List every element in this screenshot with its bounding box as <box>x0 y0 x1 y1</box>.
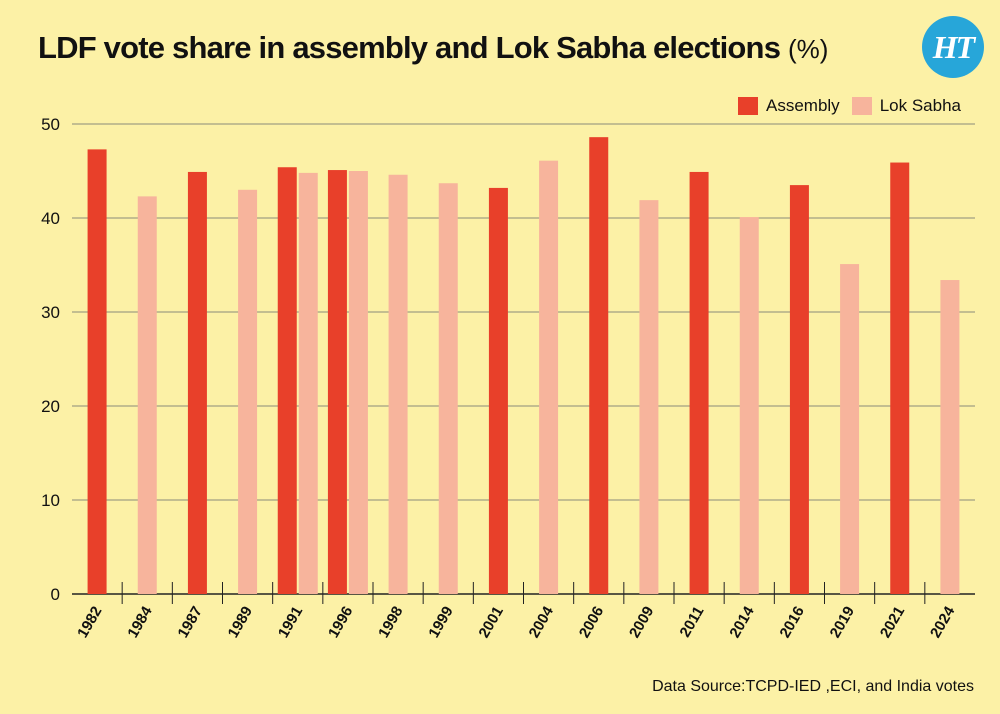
bar-assembly-1996 <box>327 170 347 594</box>
chart-title-text: LDF vote share in assembly and Lok Sabha… <box>38 30 781 65</box>
bar-lok-sabha-2024 <box>940 280 960 594</box>
y-tick-label-40: 40 <box>41 209 60 228</box>
bar-lok-sabha-1996 <box>348 171 368 594</box>
x-tick-label-1999: 1999 <box>425 604 456 641</box>
x-tick-label-2016: 2016 <box>776 604 807 641</box>
x-tick-label-2006: 2006 <box>576 604 607 641</box>
legend-label-assembly: Assembly <box>766 96 840 115</box>
legend-item-assembly: Assembly <box>738 96 840 116</box>
bar-lok-sabha-1999 <box>438 183 458 594</box>
bar-lok-sabha-1984 <box>137 196 157 594</box>
x-tick-label-1987: 1987 <box>174 604 205 641</box>
chart-title: LDF vote share in assembly and Lok Sabha… <box>38 30 828 66</box>
bar-lok-sabha-1998 <box>388 174 408 594</box>
legend-label-lok-sabha: Lok Sabha <box>879 96 961 115</box>
bar-assembly-1982 <box>87 149 107 594</box>
y-tick-label-0: 0 <box>51 585 60 604</box>
x-tick-label-2024: 2024 <box>927 603 959 641</box>
bar-lok-sabha-2014 <box>739 217 759 594</box>
x-tick-label-2019: 2019 <box>827 604 858 641</box>
y-tick-label-50: 50 <box>41 115 60 134</box>
bar-lok-sabha-1991 <box>298 172 318 594</box>
bar-assembly-2016 <box>789 185 809 594</box>
bar-lok-sabha-1989 <box>238 189 258 595</box>
y-tick-label-20: 20 <box>41 397 60 416</box>
y-tick-label-30: 30 <box>41 303 60 322</box>
bar-lok-sabha-2004 <box>539 160 559 594</box>
x-tick-label-2011: 2011 <box>677 604 708 641</box>
chart-title-unit: (%) <box>787 34 829 64</box>
x-tick-label-2009: 2009 <box>626 604 657 641</box>
legend-swatch-lok-sabha <box>851 97 872 115</box>
x-tick-label-1998: 1998 <box>375 604 406 641</box>
bar-lok-sabha-2009 <box>639 200 659 594</box>
chart-legend: Assembly Lok Sabha <box>738 96 973 116</box>
x-tick-label-2021: 2021 <box>877 604 908 641</box>
y-tick-label-10: 10 <box>41 491 60 510</box>
bar-assembly-2021 <box>890 162 910 595</box>
legend-swatch-assembly <box>738 97 758 115</box>
x-tick-label-2001: 2001 <box>475 604 506 641</box>
x-tick-label-1996: 1996 <box>325 604 356 641</box>
data-source: Data Source:TCPD-IED ,ECI, and India vot… <box>652 678 974 695</box>
bar-assembly-2006 <box>589 137 609 594</box>
bar-assembly-1987 <box>187 171 207 594</box>
legend-item-lok-sabha: Lok Sabha <box>851 96 961 116</box>
bar-assembly-1991 <box>277 167 297 595</box>
x-tick-label-1989: 1989 <box>225 604 256 641</box>
x-tick-label-1982: 1982 <box>74 604 105 641</box>
x-tick-label-1991: 1991 <box>275 604 306 641</box>
x-tick-label-2014: 2014 <box>726 603 758 641</box>
bar-assembly-2011 <box>689 171 709 594</box>
x-tick-label-2004: 2004 <box>526 603 558 641</box>
x-tick-label-1984: 1984 <box>124 603 156 641</box>
bar-assembly-2001 <box>488 187 508 595</box>
bar-lok-sabha-2019 <box>840 264 860 594</box>
ht-logo: HT <box>922 16 984 78</box>
